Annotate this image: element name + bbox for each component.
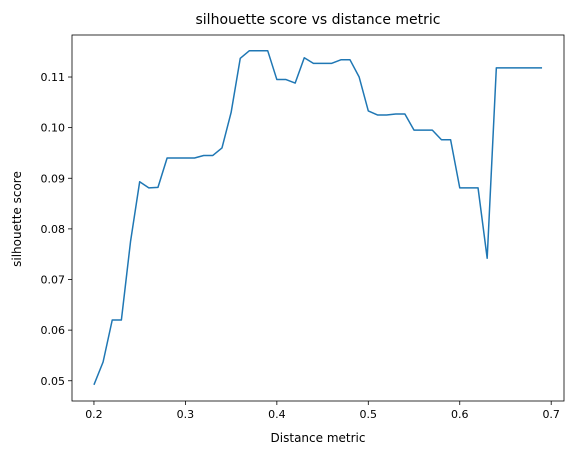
x-axis-label: Distance metric [271,431,366,445]
y-axis-label: silhouette score [10,171,24,267]
series-line-0 [93,49,543,386]
y-tick-label: 0.06 [41,324,66,337]
x-tick-label: 0.7 [542,408,560,421]
chart-title: silhouette score vs distance metric [196,12,441,28]
y-tick-label: 0.08 [41,223,66,236]
y-tick-label: 0.11 [41,71,66,84]
y-tick-label: 0.09 [41,172,66,185]
y-tick-label: 0.07 [41,274,66,287]
y-tick-label: 0.10 [41,122,66,135]
x-tick-label: 0.6 [451,408,469,421]
x-tick-label: 0.3 [177,408,195,421]
y-tick-label: 0.05 [41,375,66,388]
axes-frame [71,34,565,402]
x-tick-label: 0.4 [268,408,286,421]
x-tick-label: 0.5 [360,408,378,421]
x-tick-label: 0.2 [85,408,103,421]
